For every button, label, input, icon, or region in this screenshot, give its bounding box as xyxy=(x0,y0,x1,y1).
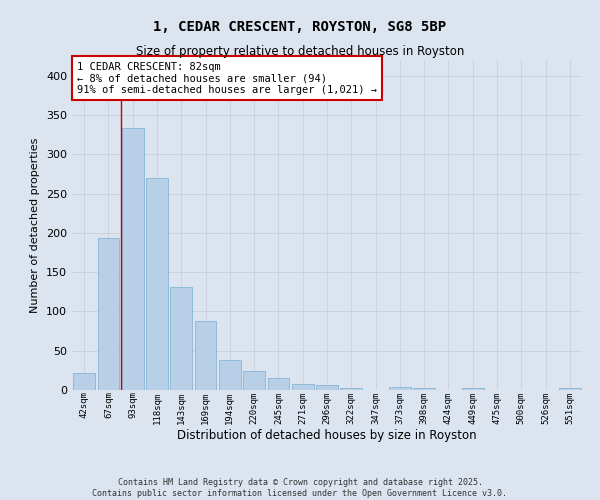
Text: Size of property relative to detached houses in Royston: Size of property relative to detached ho… xyxy=(136,45,464,58)
Bar xyxy=(73,372,95,390)
Text: Contains HM Land Registry data © Crown copyright and database right 2025.
Contai: Contains HM Land Registry data © Crown c… xyxy=(92,478,508,498)
Bar xyxy=(292,384,314,390)
Text: 1, CEDAR CRESCENT, ROYSTON, SG8 5BP: 1, CEDAR CRESCENT, ROYSTON, SG8 5BP xyxy=(154,20,446,34)
Bar xyxy=(340,388,362,390)
Bar xyxy=(146,178,168,390)
Bar xyxy=(170,287,192,390)
Y-axis label: Number of detached properties: Number of detached properties xyxy=(31,138,40,312)
Bar xyxy=(97,238,119,390)
Bar xyxy=(316,384,338,390)
Bar xyxy=(122,128,143,390)
X-axis label: Distribution of detached houses by size in Royston: Distribution of detached houses by size … xyxy=(177,429,477,442)
Bar xyxy=(389,387,411,390)
Bar xyxy=(194,321,217,390)
Bar xyxy=(559,388,581,390)
Bar xyxy=(219,360,241,390)
Bar xyxy=(268,378,289,390)
Bar xyxy=(243,371,265,390)
Text: 1 CEDAR CRESCENT: 82sqm
← 8% of detached houses are smaller (94)
91% of semi-det: 1 CEDAR CRESCENT: 82sqm ← 8% of detached… xyxy=(77,62,377,95)
Bar xyxy=(462,388,484,390)
Bar xyxy=(413,388,435,390)
